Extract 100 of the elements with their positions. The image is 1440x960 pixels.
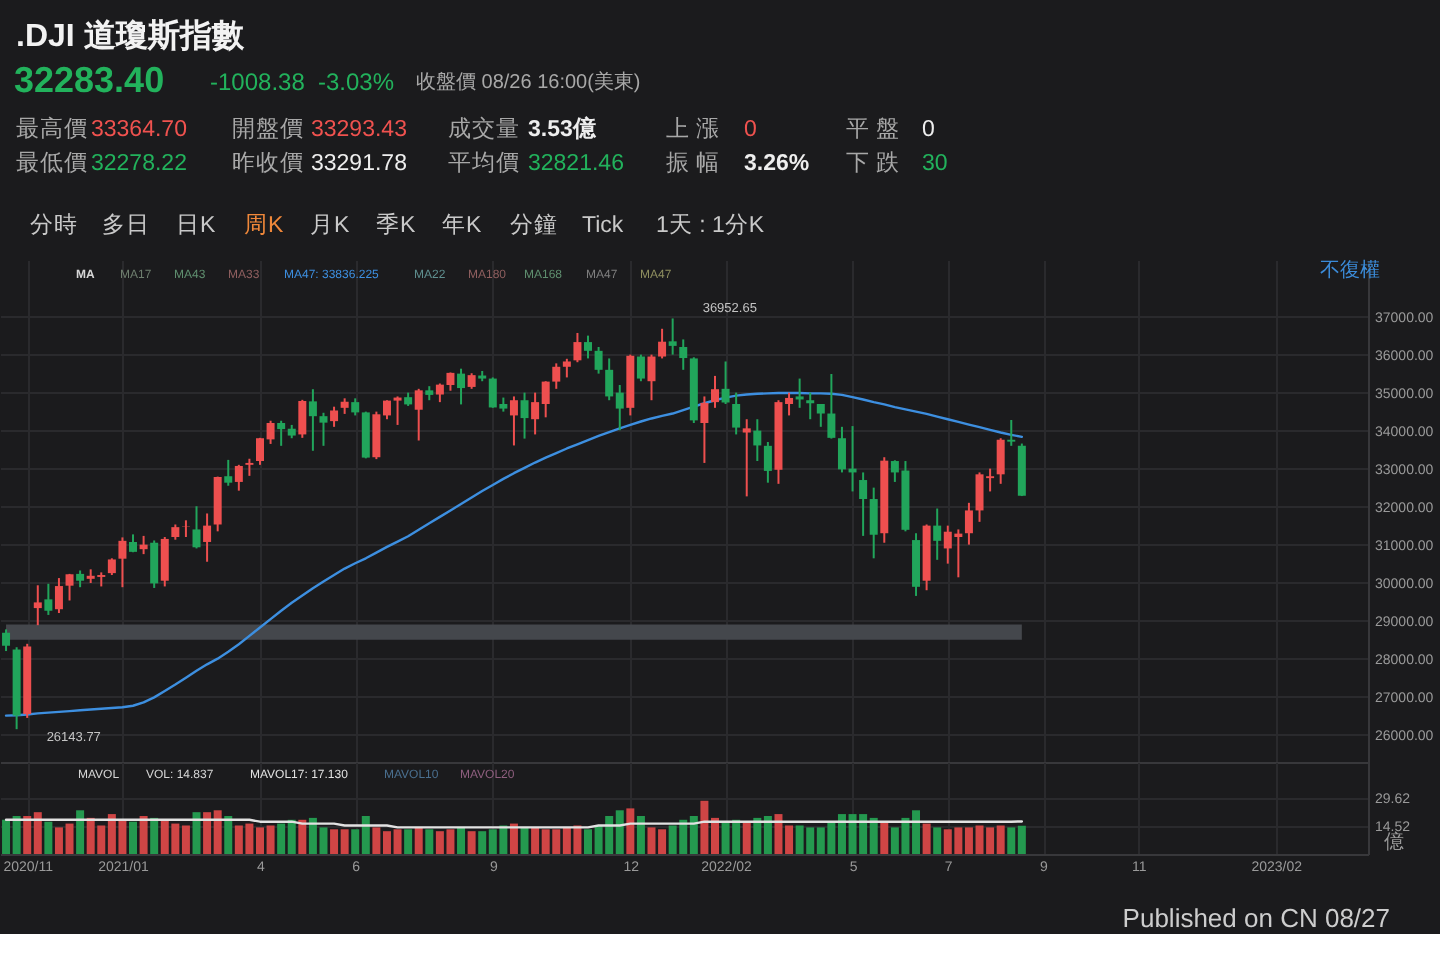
candlestick [562, 357, 571, 379]
bar [404, 829, 413, 854]
candlestick [552, 362, 561, 390]
text: 33291.78 [311, 152, 407, 176]
candlestick [869, 486, 878, 560]
text: Published on CN 08/27 [1122, 903, 1390, 933]
candlestick [65, 572, 74, 602]
line-series [4, 391, 1024, 717]
candlestick [594, 346, 603, 375]
candlestick [732, 391, 741, 436]
candlestick [827, 373, 836, 440]
text: -1008.38 [210, 68, 306, 96]
candlestick [573, 331, 582, 364]
candlestick [658, 327, 667, 360]
candlestick [277, 419, 286, 447]
text: 振 幅 [666, 150, 721, 176]
candlestick [393, 395, 402, 426]
text: 0 [744, 118, 757, 142]
candlestick [330, 405, 339, 428]
candlestick [647, 353, 656, 402]
candlestick [457, 367, 466, 406]
candlestick [160, 536, 169, 588]
candlestick [414, 387, 423, 442]
bar [76, 810, 85, 854]
annotation: 不復權 [1320, 258, 1380, 282]
text: 下 跌 [846, 150, 901, 176]
text: 32283.40 [14, 60, 165, 100]
bar [880, 821, 889, 854]
text: Tick [582, 214, 624, 238]
text: 開盤價 [232, 116, 304, 142]
candlestick [224, 458, 233, 487]
candlestick [837, 425, 846, 474]
bar [44, 821, 53, 854]
candlestick [700, 395, 709, 464]
text: 上 漲 [666, 116, 721, 142]
candlestick [964, 501, 973, 546]
text: 平 盤 [846, 116, 901, 142]
bar [467, 831, 476, 854]
candlestick [763, 441, 772, 484]
candlestick [710, 374, 719, 409]
candlestick [203, 512, 212, 563]
candlestick [636, 353, 645, 383]
bar [298, 819, 307, 854]
candlestick [721, 360, 730, 406]
text: 分鐘 [510, 212, 558, 238]
text: 季K [376, 212, 416, 238]
candlestick [150, 539, 159, 589]
text: 30 [922, 152, 948, 176]
text: 1天 : 1分K [656, 212, 765, 238]
candlestick [234, 463, 243, 492]
text: -3.03% [318, 68, 395, 96]
candlestick [435, 382, 444, 404]
text: 0 [922, 118, 935, 142]
bar [192, 812, 201, 854]
text: 收盤價 08/26 16:00(美東) [416, 70, 641, 94]
bar [626, 808, 635, 854]
text: 3.53億 [528, 114, 599, 142]
candlestick [509, 395, 518, 447]
text: 分時 [30, 212, 78, 238]
bar [742, 821, 751, 854]
text: 平均價 [448, 150, 520, 176]
text: 32821.46 [528, 152, 624, 176]
candlestick [933, 507, 942, 561]
text: 日K [176, 212, 216, 238]
bar [636, 815, 645, 854]
text: 周K [244, 212, 284, 238]
candlestick [912, 532, 921, 597]
candlestick [584, 334, 593, 360]
candlestick [795, 377, 804, 409]
candlestick [308, 388, 317, 452]
candlestick [859, 471, 868, 537]
text: .DJI 道瓊斯指數 [16, 18, 246, 54]
candlestick [520, 391, 529, 440]
candlestick [2, 628, 11, 653]
candlestick [742, 418, 751, 498]
bar [414, 827, 423, 854]
bar [933, 827, 942, 854]
candlestick [33, 584, 42, 627]
text: 33364.70 [91, 118, 187, 142]
candlestick [816, 403, 825, 428]
bar [129, 821, 138, 854]
candlestick [668, 317, 677, 356]
candlestick [753, 418, 762, 463]
bar [520, 827, 529, 854]
y-axis-title: 億 [1384, 830, 1404, 854]
text: 多日 [102, 212, 150, 238]
candlestick [1007, 418, 1016, 447]
text: 昨收價 [232, 150, 304, 176]
bar [457, 827, 466, 854]
text: 年K [442, 212, 482, 238]
candlestick [446, 371, 455, 392]
text: 33293.43 [311, 118, 407, 142]
text: 3.26% [744, 152, 810, 176]
text: 月K [310, 212, 350, 238]
bar [139, 815, 148, 854]
candlestick [118, 536, 127, 589]
bar [150, 817, 159, 854]
candlestick [44, 582, 53, 616]
bar [425, 829, 434, 854]
text: 最高價 [16, 114, 88, 142]
